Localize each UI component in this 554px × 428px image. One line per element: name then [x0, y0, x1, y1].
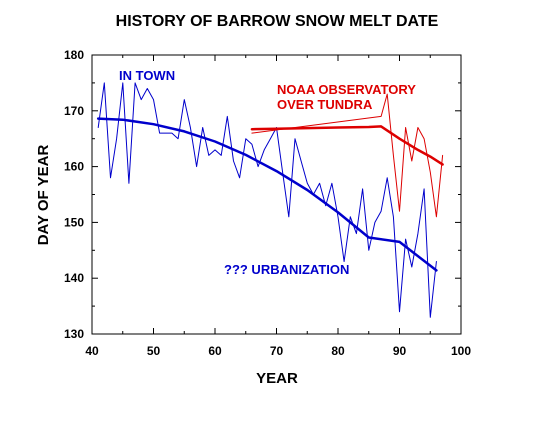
y-axis: 130 140 150 160 170 180 [64, 48, 461, 341]
y-tick-label: 150 [64, 215, 84, 229]
x-tick-label: 40 [85, 344, 99, 358]
series-line-tundra-trend [250, 125, 444, 166]
x-tick-label: 50 [147, 344, 161, 358]
y-tick-label: 170 [64, 104, 84, 118]
annotation-urbanization: ??? URBANIZATION [224, 262, 349, 277]
y-tick-label: 180 [64, 48, 84, 62]
y-tick-label: 140 [64, 271, 84, 285]
annotation-over-tundra: OVER TUNDRA [277, 97, 373, 112]
x-tick-label: 90 [393, 344, 407, 358]
y-tick-label: 130 [64, 327, 84, 341]
annotation-in-town: IN TOWN [119, 68, 175, 83]
series-layer [96, 82, 444, 318]
series-line-town-trend [96, 117, 438, 272]
series-line-town-obs [97, 82, 437, 318]
annotation-noaa-observatory: NOAA OBSERVATORY [277, 82, 416, 97]
x-tick-label: 60 [208, 344, 222, 358]
x-tick-label: 100 [451, 344, 471, 358]
x-axis-label: YEAR [256, 370, 298, 387]
x-axis: 40 50 60 70 80 90 100 [85, 55, 471, 358]
x-tick-label: 80 [331, 344, 345, 358]
y-axis-label: DAY OF YEAR [35, 145, 52, 246]
chart-title: HISTORY OF BARROW SNOW MELT DATE [116, 13, 439, 30]
y-tick-label: 160 [64, 160, 84, 174]
x-tick-label: 70 [270, 344, 284, 358]
